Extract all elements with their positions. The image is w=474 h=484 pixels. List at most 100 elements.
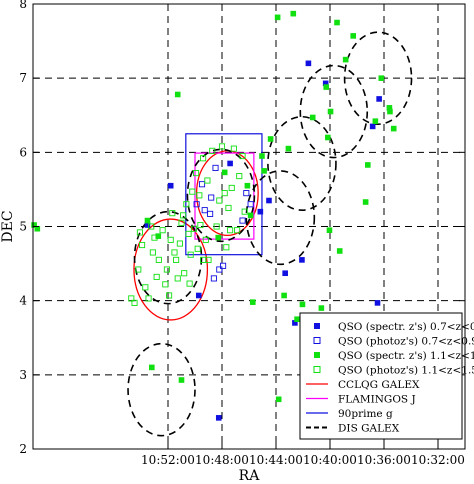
qso-marker <box>207 210 214 217</box>
qso-marker <box>290 10 297 17</box>
qso-marker <box>261 168 267 174</box>
qso-marker <box>299 301 306 308</box>
qso-marker <box>249 299 256 305</box>
qso-marker <box>220 262 227 269</box>
qso-marker <box>163 266 170 273</box>
qso-marker <box>365 162 371 168</box>
qso-marker <box>139 241 146 249</box>
qso-marker <box>159 227 166 234</box>
qso-marker <box>213 223 220 230</box>
qso-marker <box>334 19 340 26</box>
legend-swatch <box>313 366 321 373</box>
qso-marker <box>230 145 237 152</box>
x-tick-label: 10:36:00 <box>357 453 411 467</box>
dis-galex-circle <box>343 31 413 125</box>
qso-marker <box>228 184 235 191</box>
qso-marker <box>322 80 329 87</box>
qso-marker <box>243 190 250 197</box>
qso-marker <box>225 204 232 212</box>
legend-box <box>299 312 463 440</box>
qso-marker <box>325 134 331 141</box>
qso-marker <box>190 225 197 232</box>
qso-marker <box>176 240 183 247</box>
qso-marker <box>180 212 187 219</box>
y-tick-label: 3 <box>19 368 27 382</box>
qso-marker <box>174 275 181 282</box>
qso-marker <box>323 84 330 90</box>
qso-marker <box>187 251 194 258</box>
x-tick-label: 10:32:00 <box>411 453 465 467</box>
qso-marker <box>221 190 228 197</box>
survey-footprints <box>127 31 413 437</box>
qso-marker <box>223 244 230 251</box>
legend: QSO (spectr. z's) 0.7<z<0.9 QSO (photoz's… <box>299 312 474 440</box>
qso-marker <box>149 364 155 371</box>
dis-galex-circle <box>127 342 196 437</box>
qso-marker <box>200 155 207 162</box>
qso-marker <box>236 173 243 180</box>
qso-marker <box>247 201 254 208</box>
qso-marker <box>247 212 254 219</box>
qso-marker <box>136 229 143 236</box>
legend-label: QSO (spectr. z's) 0.7<z<0.9 <box>338 321 474 333</box>
qso-marker <box>259 153 265 159</box>
qso-marker <box>390 125 397 132</box>
qso-marker <box>327 108 334 115</box>
qso-marker <box>285 145 292 152</box>
legend-label: QSO (spectr. z's) 1.1<z<1.5 <box>338 350 474 362</box>
qso-marker <box>342 56 349 63</box>
qso-marker <box>376 96 382 102</box>
legend-swatch <box>313 337 321 344</box>
qso-marker <box>151 234 158 241</box>
qso-marker <box>155 256 162 263</box>
qso-marker <box>174 91 181 98</box>
dis-galex-circle <box>245 170 316 266</box>
y-axis-label: DEC <box>0 210 16 242</box>
qso-marker <box>171 249 178 256</box>
qso-marker <box>326 227 333 234</box>
qso-marker <box>201 207 208 214</box>
legend-label: FLAMINGOS J <box>338 394 416 406</box>
qso-marker <box>196 192 203 199</box>
qso-marker <box>216 266 223 273</box>
qso-marker <box>387 108 393 115</box>
qso-marker <box>189 188 196 195</box>
dis-galex-circle <box>267 115 337 211</box>
qso-marker <box>198 181 206 188</box>
dis-galex-circle <box>299 64 369 159</box>
qso-marker <box>292 320 298 326</box>
axis-ticks: 10:52:00 10:48:00 10:44:00 10:40:00 10:36:00… <box>19 0 465 467</box>
qso-marker <box>362 199 369 205</box>
qso-marker <box>244 182 251 189</box>
qso-marker <box>227 227 234 234</box>
x-tick-label: 10:52:00 <box>141 453 195 467</box>
legend-label: CCLQG GALEX <box>338 379 420 391</box>
qso-marker <box>183 201 190 208</box>
legend-label: QSO (photoz's) 0.7<z<0.9 <box>338 336 474 348</box>
qso-marker <box>305 60 312 67</box>
qso-marker <box>204 177 211 184</box>
y-tick-label: 7 <box>19 71 27 85</box>
qso-marker <box>181 270 188 277</box>
qso-marker <box>282 270 288 277</box>
qso-marker <box>369 123 376 130</box>
qso-marker <box>218 143 226 150</box>
qso-marker <box>194 245 201 252</box>
qso-marker <box>135 266 142 273</box>
grid-lines <box>33 4 465 449</box>
qso-marker <box>212 164 219 171</box>
qso-marker <box>215 415 222 421</box>
qso-marker <box>166 292 173 299</box>
qso-marker <box>281 292 287 299</box>
qso-marker <box>275 396 282 403</box>
legend-label: QSO (photoz's) 1.1<z<1.5 <box>338 365 474 377</box>
qso-marker <box>378 75 385 81</box>
qso-marker <box>350 33 357 39</box>
qso-marker <box>169 210 176 217</box>
qso-marker <box>215 234 222 241</box>
y-tick-label: 4 <box>19 294 27 308</box>
qso-marker <box>34 225 41 232</box>
qso-marker <box>208 194 215 201</box>
qso-marker <box>386 105 393 111</box>
